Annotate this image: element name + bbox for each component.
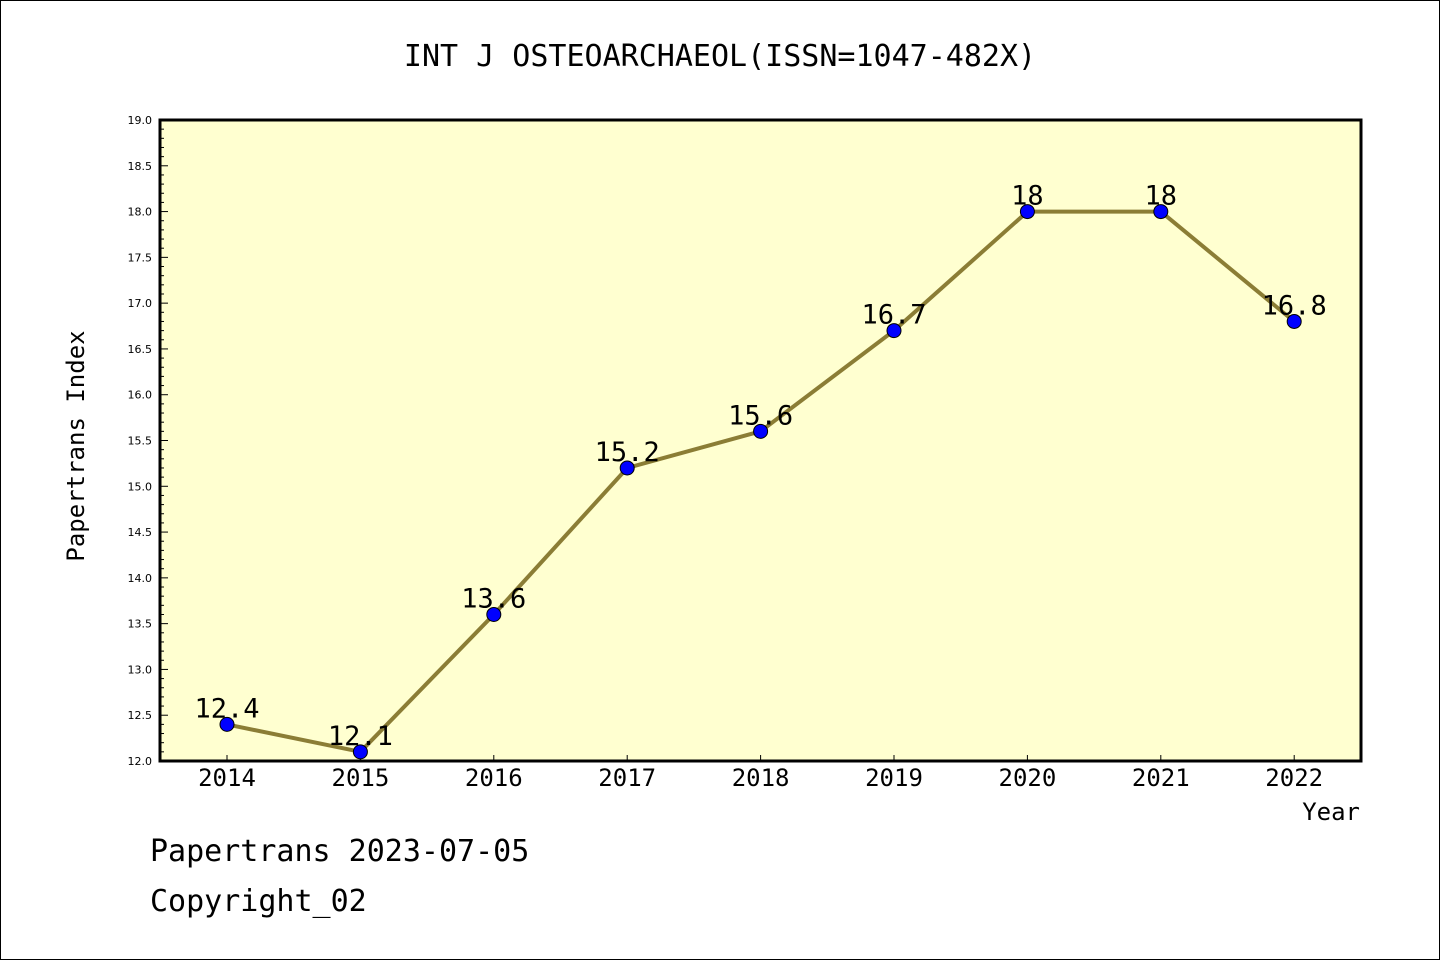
y-tick-label: 17.0 <box>128 297 153 310</box>
data-point <box>486 606 502 622</box>
data-point <box>219 716 235 732</box>
data-labels: 12.4 12.1 13.6 15.2 15.6 16.7 18 18 16.8 <box>194 181 1326 752</box>
data-label: 16.7 <box>861 300 926 331</box>
x-tick-label: 2020 <box>999 764 1057 792</box>
x-tick-label: 2016 <box>465 764 523 792</box>
y-tick-label: 14.0 <box>128 572 153 585</box>
y-tick-label: 16.5 <box>128 343 153 356</box>
y-tick-label: 19.0 <box>128 114 153 127</box>
x-tick-label: 2017 <box>598 764 656 792</box>
x-tick-label: 2014 <box>198 764 256 792</box>
data-label: 15.6 <box>728 400 793 431</box>
data-point <box>1153 204 1169 220</box>
y-tick-label: 15.0 <box>128 480 153 493</box>
y-tick-label: 12.5 <box>128 709 153 722</box>
data-label: 12.1 <box>328 721 393 752</box>
data-point <box>1019 204 1035 220</box>
footer-date: Papertrans 2023-07-05 <box>150 834 530 869</box>
data-point <box>352 744 368 760</box>
y-tick-label: 15.5 <box>128 435 153 448</box>
data-point <box>1286 313 1302 329</box>
data-label: 18 <box>1011 181 1044 212</box>
data-label: 12.4 <box>194 693 259 724</box>
data-point <box>619 460 635 476</box>
y-tick-label: 14.5 <box>128 526 153 539</box>
x-tick-label: 2019 <box>865 764 923 792</box>
y-tick-label: 16.0 <box>128 389 153 402</box>
data-point <box>886 323 902 339</box>
data-label: 16.8 <box>1262 290 1327 321</box>
x-tick-label: 2015 <box>332 764 390 792</box>
data-label: 15.2 <box>595 437 660 468</box>
y-axis: 12.0 12.5 13.0 13.5 14.0 14.5 15.0 15.5 16.0 16.5… <box>128 114 168 768</box>
x-axis-label: Year <box>1302 798 1360 826</box>
x-tick-label: 2022 <box>1265 764 1323 792</box>
y-tick-label: 13.0 <box>128 663 153 676</box>
data-label: 18 <box>1145 181 1178 212</box>
footer-copyright: Copyright_02 <box>150 884 367 919</box>
data-point <box>753 423 769 439</box>
y-axis-label: Papertrans Index <box>62 330 90 561</box>
x-tick-label: 2021 <box>1132 764 1190 792</box>
x-axis: 2014 2015 2016 2017 2018 2019 2020 2021 2022 <box>198 755 1323 792</box>
y-tick-label: 13.5 <box>128 618 153 631</box>
y-tick-label: 18.0 <box>128 206 153 219</box>
x-tick-label: 2018 <box>732 764 790 792</box>
y-tick-label: 12.0 <box>128 755 153 768</box>
y-tick-label: 17.5 <box>128 251 153 264</box>
data-markers <box>219 204 1302 760</box>
plot-area <box>158 118 1363 763</box>
chart-title: INT J OSTEOARCHAEOL(ISSN=1047-482X) <box>404 39 1036 74</box>
y-tick-label: 18.5 <box>128 160 153 173</box>
data-label: 13.6 <box>461 583 526 614</box>
